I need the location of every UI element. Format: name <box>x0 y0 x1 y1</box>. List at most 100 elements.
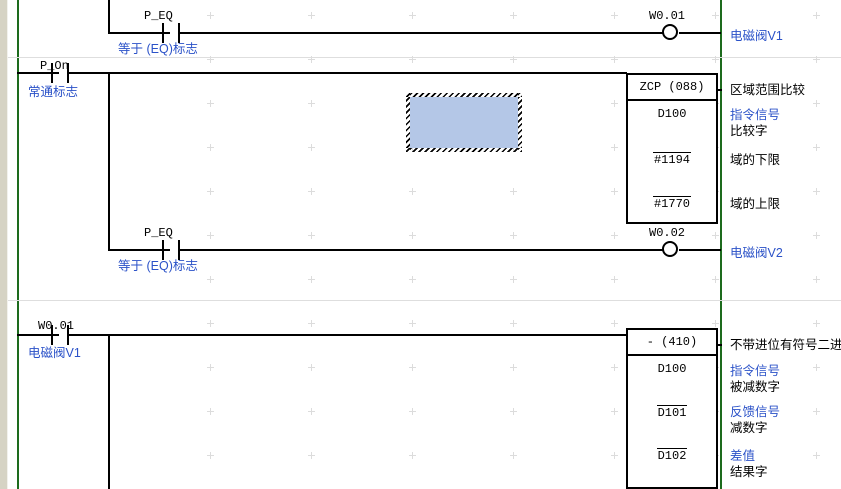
instruction-block-zcp[interactable]: ZCP (088) D100 #1194 #1770 <box>626 73 718 224</box>
operand-value: #1770 <box>652 196 691 211</box>
grid-mark <box>409 276 416 283</box>
instruction-mnemonic: ZCP (088) <box>628 75 716 101</box>
grid-mark <box>813 364 820 371</box>
grid-mark <box>510 452 517 459</box>
contact-p-on[interactable] <box>51 63 69 83</box>
grid-mark <box>409 56 416 63</box>
instruction-block-subtract[interactable]: - (410) D100 D101 D102 <box>626 328 718 489</box>
instruction-operand-3[interactable]: #1770 <box>628 196 716 211</box>
contact-bar-left <box>162 23 164 43</box>
operand-3-desc-annotation: 域的上限 <box>730 197 781 211</box>
rung-1-branch-vertical <box>108 0 110 34</box>
contact-symbol-comment: 等于 (EQ)标志 <box>118 42 198 56</box>
grid-mark <box>712 56 719 63</box>
grid-mark <box>611 276 618 283</box>
grid-mark <box>813 452 820 459</box>
grid-mark <box>611 100 618 107</box>
rung-separator-2 <box>8 300 841 301</box>
rung-1-wire-right <box>180 32 663 34</box>
grid-mark <box>510 320 517 327</box>
contact-bar-left <box>51 325 53 345</box>
grid-mark <box>207 232 214 239</box>
rung-3-wire-rail-to-contact <box>17 334 59 336</box>
rung-2b-wire-left <box>108 249 170 251</box>
grid-mark <box>611 408 618 415</box>
grid-mark <box>813 320 820 327</box>
instruction-operand-1[interactable]: D100 <box>628 107 716 121</box>
grid-mark <box>308 452 315 459</box>
contact-bar-right <box>178 240 180 260</box>
coil-symbol-comment: 电磁阀V2 <box>730 246 783 260</box>
instruction-title-annotation: 不带进位有符号二进制 <box>730 338 841 352</box>
operand-1-signal-annotation: 指令信号 <box>730 108 781 122</box>
contact-operand-label: P_EQ <box>144 9 173 23</box>
operand-value: #1194 <box>652 152 691 167</box>
grid-mark <box>207 56 214 63</box>
grid-mark <box>813 276 820 283</box>
coil-operand-label: W0.02 <box>649 226 686 240</box>
operand-value: D100 <box>657 107 687 121</box>
contact-operand-label: P_EQ <box>144 226 173 240</box>
instruction-mnemonic: - (410) <box>628 330 716 356</box>
grid-mark <box>409 408 416 415</box>
grid-mark <box>712 320 719 327</box>
instruction-operand-3[interactable]: D102 <box>628 448 716 463</box>
grid-mark <box>813 100 820 107</box>
rung-2b-wire-to-rail <box>679 249 721 251</box>
grid-mark <box>409 12 416 19</box>
grid-mark <box>207 144 214 151</box>
grid-mark <box>510 232 517 239</box>
contact-bar-right <box>67 325 69 345</box>
grid-mark <box>510 276 517 283</box>
grid-mark <box>308 408 315 415</box>
grid-mark <box>611 320 618 327</box>
contact-bar-right <box>178 23 180 43</box>
grid-mark <box>510 364 517 371</box>
grid-mark <box>611 364 618 371</box>
operand-3-desc-annotation: 结果字 <box>730 465 768 479</box>
coil-operand-label: W0.01 <box>649 9 686 23</box>
contact-operand-label: W0.01 <box>38 319 75 333</box>
contact-p-eq-2[interactable] <box>162 240 180 260</box>
grid-mark <box>813 408 820 415</box>
operand-value: D101 <box>656 405 688 420</box>
grid-mark <box>207 188 214 195</box>
grid-mark <box>712 12 719 19</box>
right-power-rail <box>720 0 722 489</box>
operand-value: D102 <box>656 448 688 463</box>
operand-3-signal-annotation: 差值 <box>730 449 756 463</box>
grid-mark <box>611 12 618 19</box>
rung-2-branch-vertical <box>108 72 110 251</box>
grid-mark <box>813 12 820 19</box>
grid-mark <box>308 12 315 19</box>
grid-mark <box>207 408 214 415</box>
rung-separator-1 <box>8 57 841 58</box>
grid-mark <box>611 452 618 459</box>
selection-cursor[interactable] <box>406 93 522 152</box>
contact-p-eq-1[interactable] <box>162 23 180 43</box>
grid-mark <box>308 232 315 239</box>
grid-mark <box>813 56 820 63</box>
coil-w0-01[interactable] <box>661 23 681 43</box>
operand-1-signal-annotation: 指令信号 <box>730 364 781 378</box>
contact-bar-left <box>162 240 164 260</box>
instruction-operand-1[interactable]: D100 <box>628 362 716 376</box>
left-gutter-edge <box>7 0 8 489</box>
coil-symbol-comment: 电磁阀V1 <box>730 29 783 43</box>
coil-w0-02[interactable] <box>661 240 681 260</box>
grid-mark <box>611 232 618 239</box>
rung-3-wire-to-instruction <box>69 334 627 336</box>
rung-2-wire-instr-to-rail <box>716 89 722 91</box>
grid-mark <box>813 144 820 151</box>
operand-1-desc-annotation: 比较字 <box>730 124 768 138</box>
grid-mark <box>510 12 517 19</box>
instruction-operand-2[interactable]: #1194 <box>628 152 716 167</box>
instruction-operand-2[interactable]: D101 <box>628 405 716 420</box>
operand-value: D100 <box>657 362 687 376</box>
coil-ring <box>662 24 678 40</box>
left-power-rail <box>17 0 19 489</box>
contact-w0-01[interactable] <box>51 325 69 345</box>
grid-mark <box>308 276 315 283</box>
grid-mark <box>510 56 517 63</box>
